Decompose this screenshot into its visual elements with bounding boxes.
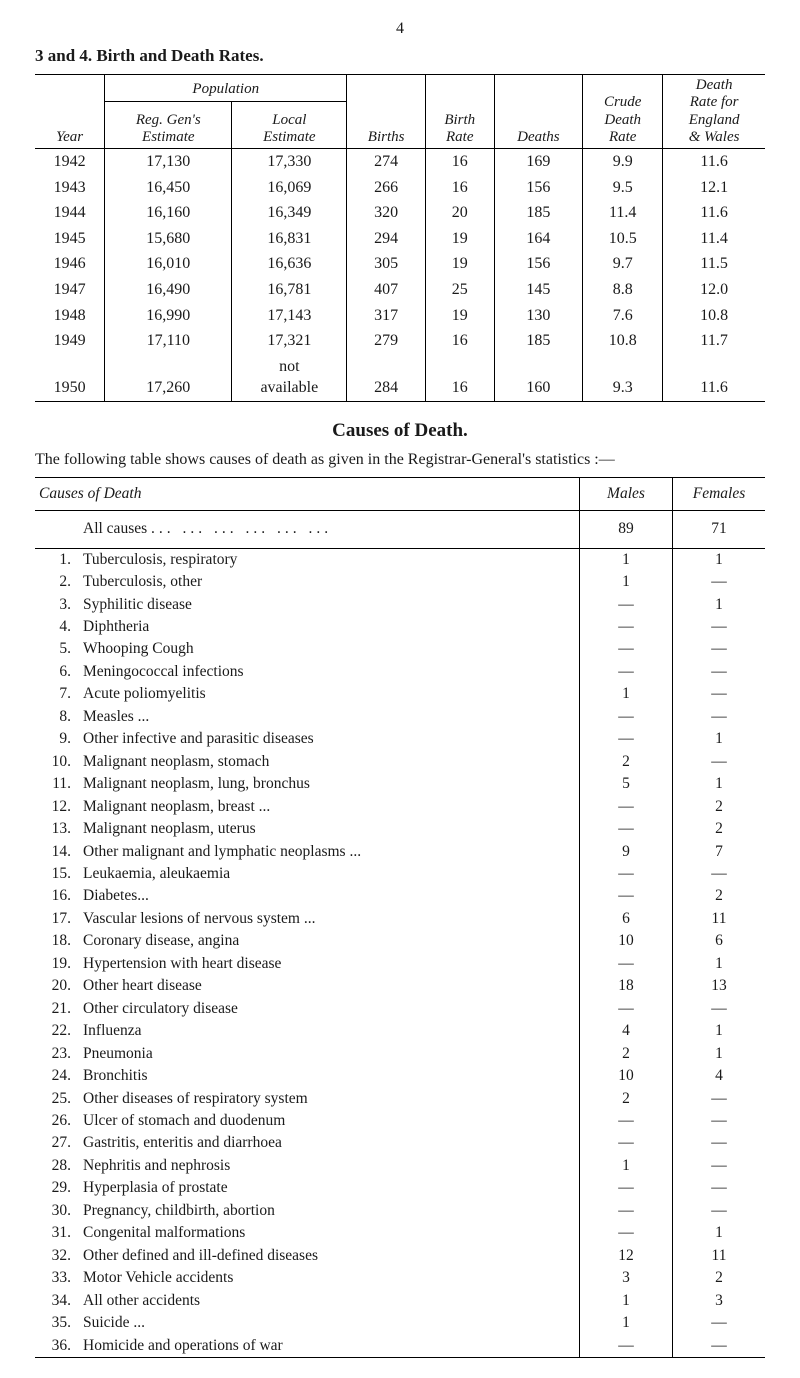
table-row: 194616,01016,636305191569.711.5 [35,251,765,277]
table-row: 7.Acute poliomyelitis1— [35,683,765,705]
table-row: 9.Other infective and parasitic diseases… [35,728,765,750]
col-population: Population [105,75,347,102]
table-row: 16.Diabetes...—2 [35,885,765,907]
table-row: 2.Tuberculosis, other1— [35,571,765,593]
table-row: 19.Hypertension with heart disease—1 [35,953,765,975]
table-row: 3.Syphilitic disease—1 [35,594,765,616]
table-row: 194816,99017,143317191307.610.8 [35,303,765,329]
table-row: 194416,16016,3493202018511.411.6 [35,200,765,226]
all-causes-label: All causes [83,520,147,537]
table-row: 35.Suicide ...1— [35,1312,765,1334]
col-birth-rate: Birth Rate [425,75,494,149]
table-row: 194217,13017,330274161699.911.6 [35,149,765,175]
col-ew: Death Rate for England & Wales [663,75,765,149]
col-males: Males [580,477,673,510]
table-row: 34.All other accidents13 [35,1290,765,1312]
all-causes-females: 71 [673,511,766,548]
table-row: 36.Homicide and operations of war—— [35,1335,765,1358]
table-row: 25.Other diseases of respiratory system2… [35,1088,765,1110]
table-row: 30.Pregnancy, childbirth, abortion—— [35,1200,765,1222]
table-row: 194515,68016,8312941916410.511.4 [35,226,765,252]
causes-title: Causes of Death. [35,420,765,442]
table-row: 194917,11017,3212791618510.811.7 [35,328,765,354]
table-row: 33.Motor Vehicle accidents32 [35,1267,765,1289]
table-row: 20.Other heart disease1813 [35,975,765,997]
table-row: 1.Tuberculosis, respiratory11 [35,548,765,571]
birth-death-rates-table: Year Population Births Birth Rate Deaths… [35,74,765,402]
table-row: 8.Measles ...—— [35,706,765,728]
page-number: 4 [35,20,765,38]
table-row: 28.Nephritis and nephrosis1— [35,1155,765,1177]
table-row: 21.Other circulatory disease—— [35,998,765,1020]
col-reg-gen: Reg. Gen's Estimate [105,101,232,148]
col-females: Females [673,477,766,510]
col-births: Births [347,75,426,149]
table-row: 194316,45016,069266161569.512.1 [35,175,765,201]
table-row: 29.Hyperplasia of prostate—— [35,1177,765,1199]
table-row: 26.Ulcer of stomach and duodenum—— [35,1110,765,1132]
col-year: Year [35,75,105,149]
table-row: 194716,49016,781407251458.812.0 [35,277,765,303]
table-row: 27.Gastritis, enteritis and diarrhoea—— [35,1132,765,1154]
table-row: 22.Influenza41 [35,1020,765,1042]
table-row: 4.Diphtheria—— [35,616,765,638]
table-row: 10.Malignant neoplasm, stomach2— [35,751,765,773]
section-heading: 3 and 4. Birth and Death Rates. [35,46,765,66]
col-deaths: Deaths [494,75,583,149]
all-causes-males: 89 [580,511,673,548]
table-row: 17.Vascular lesions of nervous system ..… [35,908,765,930]
table-row: 6.Meningococcal infections—— [35,661,765,683]
table-row: 12.Malignant neoplasm, breast ...—2 [35,796,765,818]
col-causes: Causes of Death [35,477,580,510]
col-crude: Crude Death Rate [583,75,663,149]
table-row: 14.Other malignant and lymphatic neoplas… [35,841,765,863]
table-row: 11.Malignant neoplasm, lung, bronchus51 [35,773,765,795]
table-row: 195017,260not available284161609.311.6 [35,354,765,402]
table-row: 5.Whooping Cough—— [35,638,765,660]
table-row: 13.Malignant neoplasm, uterus—2 [35,818,765,840]
table-row: 23.Pneumonia21 [35,1043,765,1065]
table-row: 24.Bronchitis104 [35,1065,765,1087]
table-row: 32.Other defined and ill-defined disease… [35,1245,765,1267]
table-row: 18.Coronary disease, angina106 [35,930,765,952]
causes-of-death-table: Causes of Death Males Females All causes… [35,477,765,1358]
table-row: 15.Leukaemia, aleukaemia—— [35,863,765,885]
table-row: 31.Congenital malformations—1 [35,1222,765,1244]
intro-text: The following table shows causes of deat… [35,450,765,471]
col-local: Local Estimate [232,101,347,148]
all-causes-row: All causes ... ... ... ... ... ... 89 71 [35,511,765,548]
